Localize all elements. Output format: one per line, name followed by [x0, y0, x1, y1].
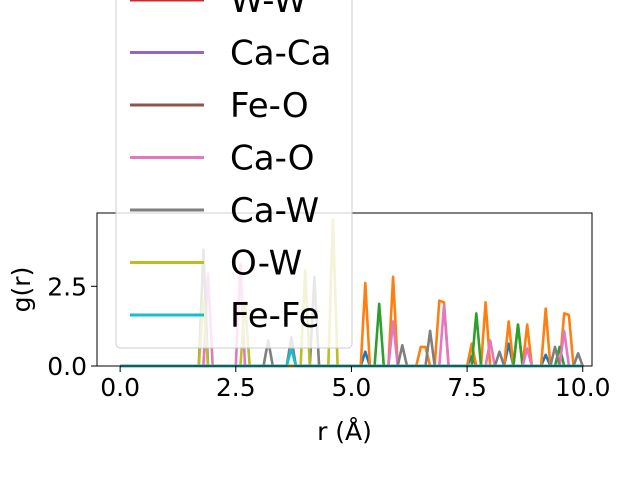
legend: W-W Ca-Ca Fe-O Ca-O Ca-W O-W Fe-Fe	[115, 0, 353, 349]
y-axis-label: g(r)	[7, 267, 36, 313]
x-tick-label: 5.0	[332, 373, 372, 402]
x-tick-label: 7.5	[447, 373, 487, 402]
legend-label-fe-o: Fe-O	[230, 86, 309, 126]
y-tick-label: 0.0	[47, 352, 87, 381]
x-axis: 0.0 2.5 5.0 7.5 10.0	[100, 366, 611, 402]
y-axis: 0.0 2.5	[47, 272, 97, 381]
x-tick-label: 0.0	[100, 373, 140, 402]
legend-label-w-w: W-W	[230, 0, 307, 21]
legend-label-fe-fe: Fe-Fe	[230, 296, 320, 336]
legend-box	[115, 0, 353, 349]
x-axis-label: r (Å)	[317, 417, 372, 446]
y-tick-label: 2.5	[47, 272, 87, 301]
legend-label-o-w: O-W	[230, 244, 302, 284]
legend-label-ca-o: Ca-O	[230, 139, 315, 179]
x-tick-label: 10.0	[555, 373, 611, 402]
x-tick-label: 2.5	[216, 373, 256, 402]
series-line-ca-w	[120, 248, 584, 368]
legend-label-ca-ca: Ca-Ca	[230, 34, 331, 74]
legend-label-ca-w: Ca-W	[230, 191, 319, 231]
